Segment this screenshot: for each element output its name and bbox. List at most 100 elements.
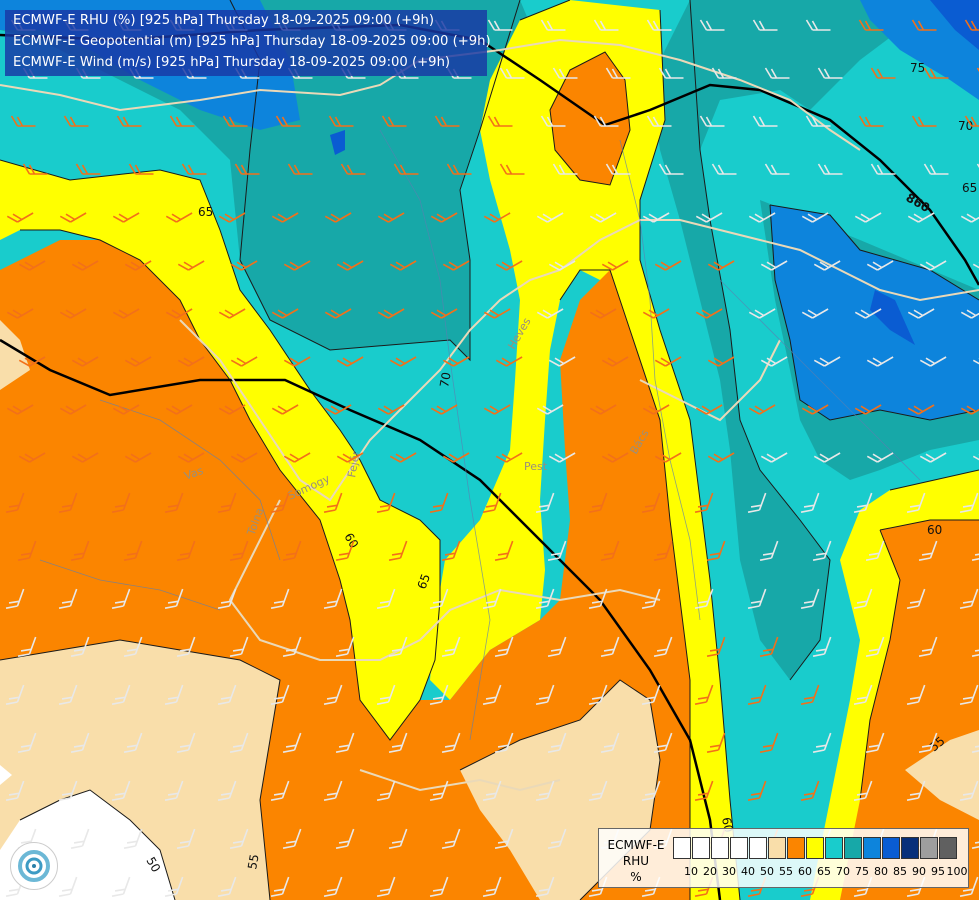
rh-65-region-central <box>430 0 740 900</box>
wind-barb-icon <box>282 636 302 658</box>
legend-swatch <box>844 837 862 859</box>
wind-barb-icon <box>217 492 237 514</box>
wind-barb-icon <box>854 308 882 319</box>
wind-barb-icon <box>323 492 343 514</box>
wind-barb-icon <box>271 212 299 223</box>
wind-barb-icon <box>58 876 78 898</box>
wind-barb-icon <box>340 163 366 175</box>
wind-barb-icon <box>870 163 896 175</box>
wind-barb-icon <box>270 780 290 802</box>
wind-barb-icon <box>58 684 78 706</box>
title-rhu: ECMWF-E RHU (%) [925 hPa] Thursday 18-09… <box>13 13 435 28</box>
wind-barb-icon <box>59 212 87 223</box>
contour-label: 70 <box>437 371 453 388</box>
legend-tick-label: 95 <box>931 865 945 878</box>
rh-60-region-east <box>840 520 979 900</box>
wind-barb-icon <box>535 684 555 706</box>
wind-barb-icon <box>217 876 237 898</box>
legend-tick-label: 30 <box>722 865 736 878</box>
legend-tick-label: 100 <box>946 865 968 878</box>
legend-swatch <box>863 837 881 859</box>
legend-swatch <box>939 837 957 859</box>
wind-barb-icon <box>376 588 396 610</box>
wind-barb-icon <box>699 115 725 127</box>
wind-barb-icon <box>165 404 193 415</box>
wind-barb-icon <box>271 404 299 415</box>
wind-barb-icon <box>388 732 408 754</box>
wind-barb-icon <box>487 19 513 31</box>
wind-barb-icon <box>128 163 154 175</box>
wind-barb-icon <box>959 492 979 514</box>
wind-barb-icon <box>865 732 885 754</box>
legend-color-bar <box>673 837 958 859</box>
wind-barb-icon <box>111 684 131 706</box>
wind-barb-icon <box>959 588 979 610</box>
wind-barb-icon <box>18 260 46 271</box>
wind-barb-icon <box>906 588 926 610</box>
wind-barb-icon <box>536 212 564 223</box>
wind-barb-icon <box>923 163 949 175</box>
wind-barb-icon <box>960 308 979 319</box>
wind-barb-icon <box>124 260 152 271</box>
wind-barb-icon <box>547 732 567 754</box>
legend-swatch <box>806 837 824 859</box>
legend-tick-label: 80 <box>874 865 888 878</box>
wind-barb-icon <box>972 260 979 271</box>
wind-barb-icon <box>642 404 670 415</box>
wind-barb-icon <box>600 732 620 754</box>
legend-tick-label: 85 <box>893 865 907 878</box>
wind-barb-icon <box>748 404 776 415</box>
legend-swatch <box>825 837 843 859</box>
wind-barb-icon <box>588 492 608 514</box>
wind-barb-icon <box>906 492 926 514</box>
wind-barb-icon <box>919 260 947 271</box>
wind-barb-icon <box>971 828 979 850</box>
wind-barb-icon <box>283 356 311 367</box>
wind-barb-icon <box>483 212 511 223</box>
wind-barb-icon <box>111 780 131 802</box>
wind-barb-icon <box>813 260 841 271</box>
wind-barb-icon <box>548 260 576 271</box>
wind-barb-icon <box>805 115 831 127</box>
wind-barb-icon <box>442 260 470 271</box>
wind-barb-icon <box>646 19 672 31</box>
wind-barb-icon <box>805 19 831 31</box>
wind-barb-icon <box>270 876 290 898</box>
river-lines <box>39 129 921 741</box>
wind-barb-icon <box>165 212 193 223</box>
wind-barb-icon <box>388 540 408 562</box>
map-title-panel: ECMWF-E RHU (%) [925 hPa] Thursday 18-09… <box>5 10 491 76</box>
wind-barb-icon <box>707 356 735 367</box>
wind-barb-icon <box>752 115 778 127</box>
wind-barb-icon <box>588 780 608 802</box>
wind-barb-icon <box>376 780 396 802</box>
wind-barb-icon <box>124 356 152 367</box>
wind-barb-icon <box>116 115 142 127</box>
wind-barb-icon <box>495 452 523 463</box>
wind-barb-icon <box>123 636 143 658</box>
ecmwf-logo-icon <box>10 842 58 890</box>
wind-barb-icon <box>324 212 352 223</box>
wind-barb-icon <box>282 540 302 562</box>
wind-barb-icon <box>972 452 979 463</box>
legend-swatch <box>920 837 938 859</box>
wind-barb-icon <box>536 308 564 319</box>
wind-barb-icon <box>711 67 737 79</box>
wind-barb-icon <box>654 260 682 271</box>
wind-barb-icon <box>389 356 417 367</box>
legend-swatch <box>692 837 710 859</box>
wind-barb-icon <box>336 452 364 463</box>
wind-barb-icon <box>812 732 832 754</box>
wind-barb-icon <box>429 876 449 898</box>
rh-50-region-w <box>0 765 12 785</box>
wind-barb-icon <box>642 212 670 223</box>
wind-barb-icon <box>58 588 78 610</box>
wind-barb-icon <box>71 356 99 367</box>
wind-barb-icon <box>858 115 884 127</box>
wind-barb-icon <box>865 540 885 562</box>
wind-barb-icon <box>548 452 576 463</box>
wind-barb-icon <box>959 876 979 898</box>
wind-barb-icon <box>123 732 143 754</box>
wind-barb-icon <box>429 780 449 802</box>
wind-barb-icon <box>165 308 193 319</box>
